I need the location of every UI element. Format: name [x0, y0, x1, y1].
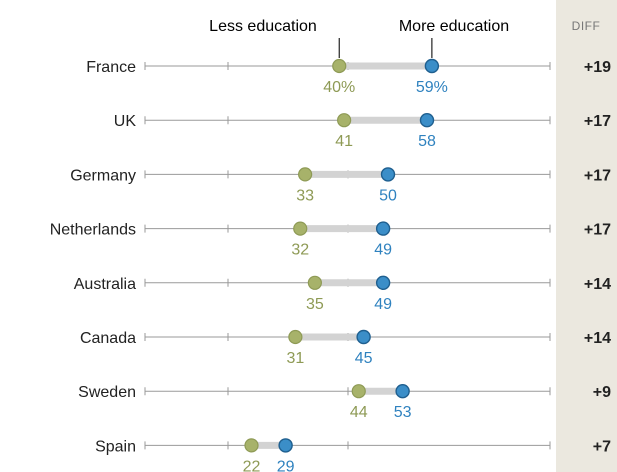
value-label-less: 40%: [323, 79, 355, 96]
dot-less-education: [307, 275, 322, 290]
chart-row: Spain 22 29 +7: [95, 438, 611, 472]
legend-more-education: More education: [399, 18, 509, 35]
diff-value: +17: [584, 113, 611, 130]
value-label-more: 45: [355, 350, 373, 367]
country-label: Canada: [80, 330, 136, 347]
value-label-less: 33: [296, 187, 314, 204]
country-label: Netherlands: [50, 222, 136, 239]
diff-value: +9: [593, 384, 611, 401]
diff-value: +14: [584, 276, 611, 293]
value-label-more: 29: [277, 458, 295, 472]
value-label-more: 53: [394, 404, 412, 421]
diff-value: +14: [584, 330, 611, 347]
dot-more-education: [395, 384, 410, 399]
dot-more-education: [278, 438, 293, 453]
diff-value: +7: [593, 438, 611, 455]
value-label-less: 31: [286, 350, 304, 367]
value-label-more: 59%: [416, 79, 448, 96]
value-label-less: 32: [291, 242, 309, 259]
chart-row: Australia 35 49 +14: [74, 275, 611, 313]
value-label-more: 49: [374, 296, 392, 313]
dot-less-education: [337, 113, 352, 128]
dot-more-education: [375, 275, 391, 290]
dot-less-education: [298, 167, 313, 182]
value-label-less: 44: [350, 404, 368, 421]
dot-more-education: [424, 58, 440, 74]
dot-more-education: [375, 221, 391, 236]
country-label: Australia: [74, 276, 136, 293]
chart-row: Netherlands 32 49 +17: [50, 221, 611, 259]
dot-more-education: [419, 112, 435, 128]
diff-column-background: [556, 0, 617, 472]
dot-more-education: [356, 329, 371, 345]
dot-less-education: [351, 384, 366, 399]
chart-row: Germany 33 50 +17: [70, 167, 611, 204]
chart-row: UK 41 58 +17: [114, 112, 611, 150]
dot-more-education: [380, 167, 396, 182]
chart-row: Canada 31 45 +14: [80, 329, 611, 367]
diff-header: DIFF: [572, 19, 601, 33]
diff-value: +19: [584, 59, 611, 76]
chart-row: France 40% 59% +19: [86, 58, 611, 96]
country-label: Spain: [95, 438, 136, 455]
legend-less-education: Less education: [209, 18, 317, 35]
value-label-more: 58: [418, 133, 436, 150]
chart-row: Sweden 44 53 +9: [78, 384, 611, 421]
country-label: Germany: [70, 167, 136, 184]
dot-less-education: [288, 329, 303, 345]
value-label-more: 50: [379, 187, 397, 204]
dot-less-education: [244, 438, 259, 453]
legend-pointers: [338, 38, 433, 58]
value-label-less: 35: [306, 296, 324, 313]
country-label: UK: [114, 113, 137, 130]
dot-less-education: [332, 58, 347, 74]
value-label-more: 49: [374, 242, 392, 259]
diff-value: +17: [584, 167, 611, 184]
diff-value: +17: [584, 222, 611, 239]
value-label-less: 41: [335, 133, 353, 150]
dot-less-education: [293, 221, 308, 236]
value-label-less: 22: [243, 458, 261, 472]
country-label: Sweden: [78, 384, 136, 401]
country-label: France: [86, 59, 136, 76]
